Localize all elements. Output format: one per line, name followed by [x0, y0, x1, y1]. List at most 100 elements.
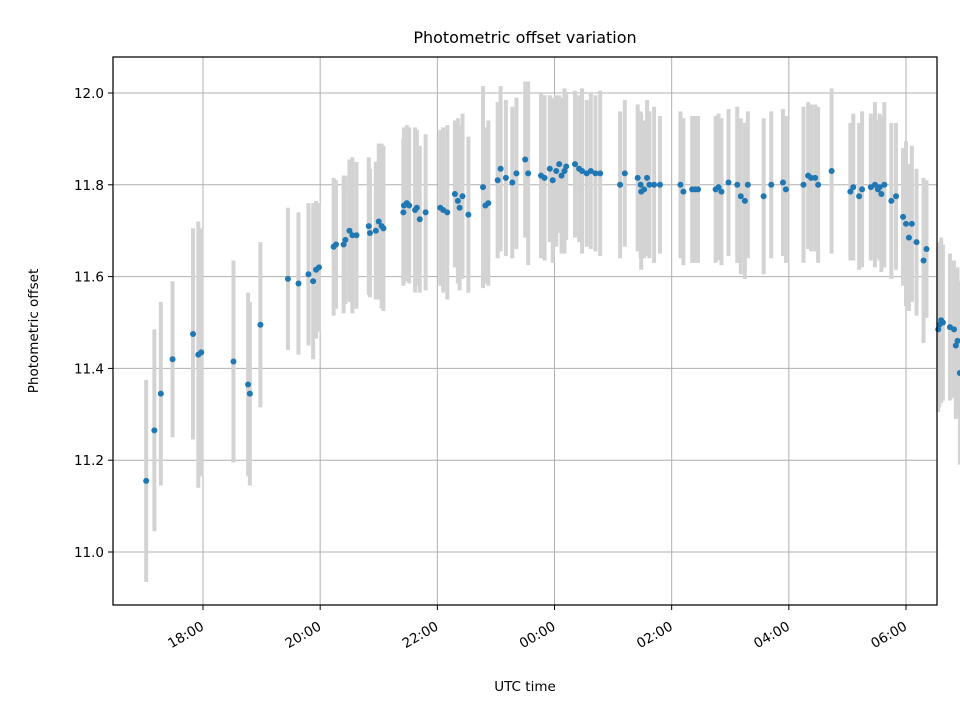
data-point — [546, 165, 553, 172]
data-point — [451, 190, 458, 197]
data-point — [342, 236, 349, 243]
data-point — [459, 193, 466, 200]
data-point — [871, 181, 878, 188]
data-point — [850, 184, 857, 191]
data-point — [923, 246, 930, 253]
data-point — [956, 369, 960, 376]
data-point — [859, 186, 866, 193]
data-point — [284, 275, 291, 282]
data-point — [169, 356, 176, 363]
data-point — [876, 184, 883, 191]
y-tick-label: 11.4 — [74, 361, 104, 377]
y-tick-label: 11.8 — [74, 178, 104, 194]
data-point — [198, 349, 205, 356]
data-point — [656, 181, 663, 188]
data-point — [808, 174, 815, 181]
data-point — [497, 165, 504, 172]
data-point — [558, 172, 565, 179]
data-point — [737, 193, 744, 200]
data-point — [400, 209, 407, 216]
data-point — [366, 229, 373, 236]
data-point — [695, 186, 702, 193]
data-point — [416, 216, 423, 223]
data-point — [939, 319, 946, 326]
data-point — [485, 200, 492, 207]
data-point — [563, 163, 570, 170]
data-point — [190, 330, 197, 337]
data-point — [741, 197, 748, 204]
data-point — [553, 168, 560, 175]
y-axis-ticks: 11.0 11.2 11.4 11.6 11.8 12.0 — [74, 86, 113, 561]
data-point — [621, 170, 628, 177]
data-point — [744, 181, 751, 188]
data-point — [413, 204, 420, 211]
data-point — [815, 181, 822, 188]
data-point — [715, 184, 722, 191]
data-point — [522, 156, 529, 163]
data-point — [905, 234, 912, 241]
data-point — [315, 264, 322, 271]
data-point — [908, 220, 915, 227]
data-point — [380, 225, 387, 232]
data-point — [617, 181, 624, 188]
data-point — [920, 257, 927, 264]
data-point — [340, 241, 347, 248]
data-point — [718, 188, 725, 195]
data-point — [951, 326, 958, 333]
data-point — [509, 179, 516, 186]
data-point — [651, 181, 658, 188]
data-point — [257, 321, 264, 328]
y-tick-label: 12.0 — [74, 86, 104, 102]
data-point — [881, 181, 888, 188]
data-point — [637, 181, 644, 188]
data-point — [353, 232, 360, 239]
data-point — [444, 209, 451, 216]
data-point — [502, 174, 509, 181]
data-point — [230, 358, 237, 365]
data-point — [346, 227, 353, 234]
data-point — [375, 218, 382, 225]
data-point — [954, 337, 960, 344]
data-point — [768, 181, 775, 188]
data-point — [680, 188, 687, 195]
data-point — [592, 170, 599, 177]
data-point — [677, 181, 684, 188]
x-axis-label: UTC time — [494, 679, 556, 695]
data-point — [151, 427, 158, 434]
data-point — [597, 170, 604, 177]
data-point — [332, 241, 339, 248]
data-point — [246, 390, 253, 397]
data-point — [760, 193, 767, 200]
chart-title: Photometric offset variation — [413, 28, 636, 47]
data-point — [579, 168, 586, 175]
data-point — [422, 209, 429, 216]
data-point — [365, 223, 372, 230]
data-point — [725, 179, 732, 186]
data-point — [913, 239, 920, 246]
data-point — [157, 390, 164, 397]
data-point — [634, 174, 641, 181]
plot-frame — [112, 56, 938, 606]
data-point — [406, 202, 413, 209]
data-point — [900, 213, 907, 220]
data-point — [454, 197, 461, 204]
data-point — [549, 177, 556, 184]
data-point — [800, 181, 807, 188]
data-point — [465, 211, 472, 218]
data-point — [734, 181, 741, 188]
data-point — [556, 161, 563, 168]
data-point — [893, 193, 900, 200]
data-point — [572, 161, 579, 168]
y-tick-label: 11.6 — [74, 270, 104, 286]
data-point — [525, 170, 532, 177]
data-point — [641, 186, 648, 193]
data-point — [644, 174, 651, 181]
data-point — [494, 177, 501, 184]
data-point — [480, 184, 487, 191]
data-points — [143, 156, 960, 484]
data-point — [779, 179, 786, 186]
data-point — [372, 227, 379, 234]
data-point — [143, 477, 150, 484]
data-point — [782, 186, 789, 193]
